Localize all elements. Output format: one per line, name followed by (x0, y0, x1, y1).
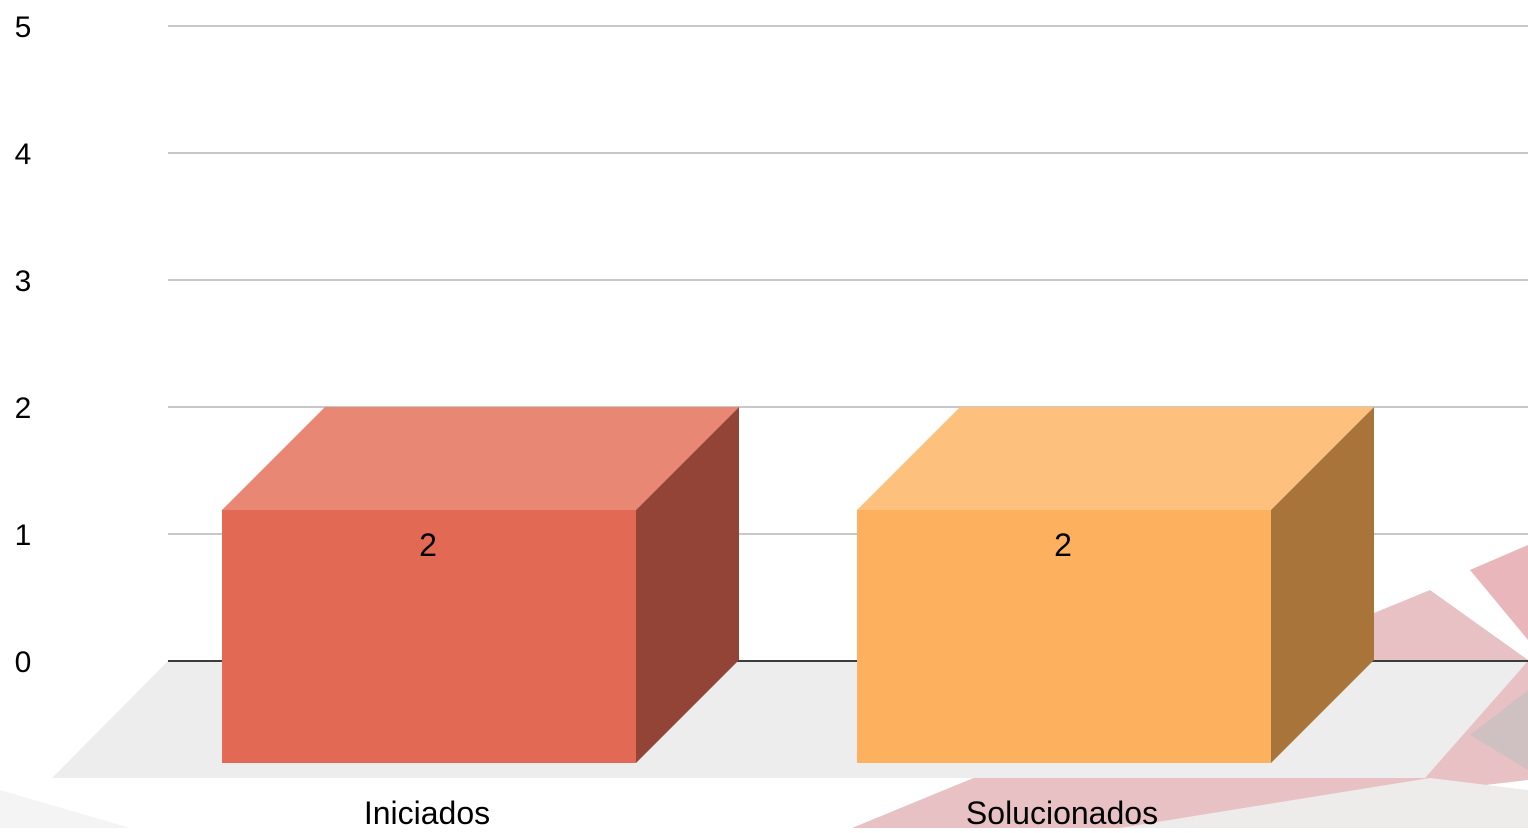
y-tick-label: 1 (15, 519, 32, 552)
decor-shape-5 (0, 790, 130, 828)
x-axis-ticks: Iniciados Solucionados (364, 795, 1158, 831)
decor-shape-3 (1470, 690, 1528, 770)
y-axis-ticks: 0 1 2 3 4 5 (15, 11, 32, 679)
data-label: 2 (419, 527, 437, 563)
bar (222, 510, 636, 763)
bar (857, 510, 1271, 763)
bar-top-face (222, 407, 739, 510)
bar-top-face (857, 407, 1374, 510)
x-tick-label: Iniciados (364, 795, 490, 828)
decor-shape-4 (1120, 778, 1528, 828)
y-tick-label: 0 (15, 646, 32, 679)
bars-layer (222, 407, 1374, 763)
bar-side-face (1271, 407, 1374, 763)
y-tick-label: 5 (15, 11, 32, 44)
data-label: 2 (1054, 527, 1072, 563)
y-tick-label: 2 (15, 392, 32, 425)
decor-shape-2 (1470, 545, 1528, 640)
bar-side-face (636, 407, 739, 763)
x-tick-label: Solucionados (966, 795, 1158, 828)
y-tick-label: 3 (15, 265, 32, 298)
y-tick-label: 4 (15, 138, 32, 171)
